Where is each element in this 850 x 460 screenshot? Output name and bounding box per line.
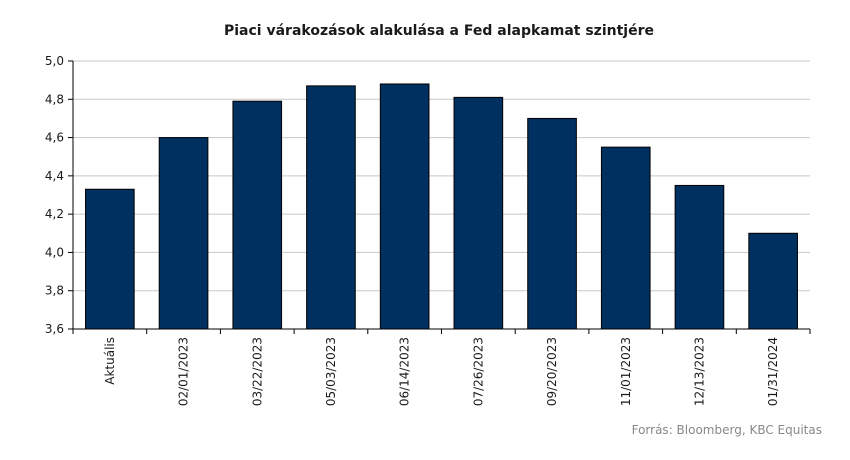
x-axis-ticks: Aktuális 02/01/2023 03/22/2023 05/03/2023 06… — [72, 329, 811, 406]
y-tick-label: 4,6 — [45, 131, 64, 145]
bar — [85, 188, 135, 330]
x-tick-label: 11/01/2023 — [619, 337, 633, 406]
y-tick-label: 4,0 — [45, 245, 64, 259]
x-tick-label: 09/20/2023 — [545, 337, 559, 406]
x-tick-label: Aktuális — [103, 337, 117, 385]
bar — [527, 117, 577, 330]
x-tick-label: 02/01/2023 — [177, 337, 191, 406]
bar — [600, 146, 651, 330]
bar — [674, 184, 725, 330]
bar — [232, 100, 283, 330]
x-tick-label: 06/14/2023 — [398, 337, 412, 406]
y-axis-ticks: 3,6 3,8 4,0 4,2 4,4 4,6 4,8 5,0 — [45, 54, 73, 336]
bars — [85, 83, 798, 330]
y-tick-label: 4,4 — [45, 169, 64, 183]
y-tick-label: 4,8 — [45, 92, 64, 106]
x-tick-label: 07/26/2023 — [471, 337, 485, 406]
y-tick-label: 5,0 — [45, 54, 64, 68]
bar — [453, 96, 504, 330]
y-tick-label: 3,6 — [45, 322, 64, 336]
x-tick-label: 12/13/2023 — [692, 337, 706, 406]
x-tick-label: 05/03/2023 — [324, 337, 338, 406]
bar — [158, 137, 209, 330]
x-tick-label: 03/22/2023 — [250, 337, 264, 406]
bar — [748, 232, 798, 330]
y-tick-label: 3,8 — [45, 284, 64, 298]
x-tick-label: 01/31/2024 — [766, 337, 780, 406]
chart-title: Piaci várakozások alakulása a Fed alapka… — [224, 23, 654, 39]
bar — [306, 85, 356, 330]
source-note: Forrás: Bloomberg, KBC Equitas — [632, 423, 822, 437]
y-tick-label: 4,2 — [45, 207, 64, 221]
bar — [379, 83, 430, 330]
